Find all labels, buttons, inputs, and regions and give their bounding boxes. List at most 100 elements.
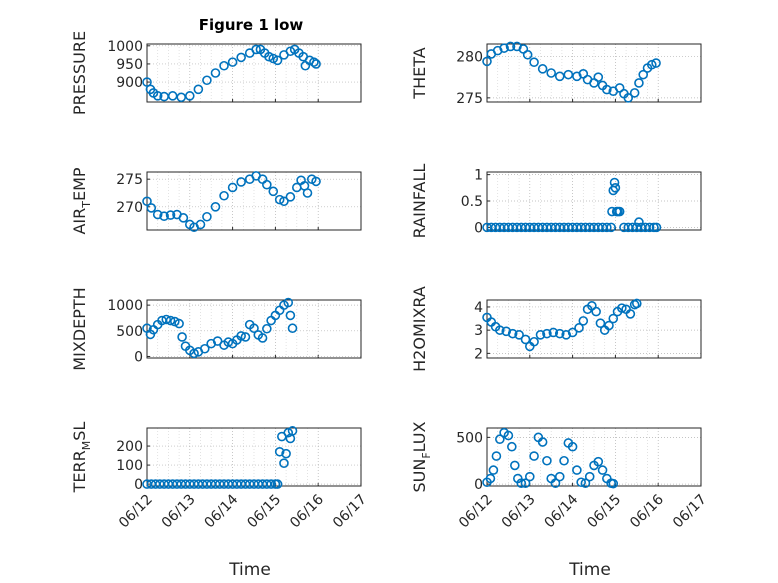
data-point xyxy=(202,75,212,86)
data-point xyxy=(210,68,221,78)
data-point xyxy=(495,325,505,335)
data-point xyxy=(593,456,604,467)
data-point xyxy=(514,329,524,340)
data-point xyxy=(165,315,176,326)
data-point xyxy=(606,222,616,233)
data-point xyxy=(311,59,321,69)
data-point xyxy=(580,478,591,488)
data-point xyxy=(593,72,604,82)
y-tick-label: 500 xyxy=(116,324,143,340)
y-axis-label: AIRTEMP xyxy=(70,167,93,234)
data-point xyxy=(651,58,661,68)
data-point xyxy=(285,46,296,57)
data-point xyxy=(499,43,509,53)
x-axis-label: Time xyxy=(228,560,271,580)
y-tick-label: 1 xyxy=(474,168,483,184)
data-point xyxy=(604,320,614,331)
y-tick-label: 3 xyxy=(474,323,483,339)
data-point xyxy=(646,59,657,70)
data-point xyxy=(236,177,246,187)
data-point xyxy=(591,306,601,317)
axes-background xyxy=(486,171,702,231)
y-axis-label: H2OMIXRA xyxy=(410,286,429,372)
data-point xyxy=(535,329,546,340)
data-point xyxy=(236,52,246,63)
y-tick-label: 275 xyxy=(116,172,143,188)
data-point xyxy=(644,222,655,233)
data-point xyxy=(584,471,595,482)
data-point xyxy=(185,91,195,101)
data-point xyxy=(537,437,548,447)
data-point xyxy=(554,71,565,82)
data-point xyxy=(219,60,229,71)
data-point xyxy=(595,318,606,329)
data-point xyxy=(625,309,636,319)
data-point xyxy=(488,465,499,475)
x-tick-label: 06/12 xyxy=(116,492,156,532)
data-point xyxy=(272,55,283,66)
data-point xyxy=(485,473,496,484)
data-point xyxy=(195,219,206,230)
data-point xyxy=(178,213,189,223)
data-point xyxy=(561,329,571,340)
axes-frame xyxy=(486,171,702,231)
y-tick-label: 200 xyxy=(116,439,143,455)
data-point xyxy=(572,465,582,475)
data-point xyxy=(262,323,272,334)
y-axis-label: RAINFALL xyxy=(410,164,429,239)
data-point xyxy=(597,465,608,475)
data-point xyxy=(193,84,204,95)
x-tick-label: 06/15 xyxy=(244,492,284,532)
data-point xyxy=(520,478,531,488)
data-point xyxy=(189,348,199,359)
data-point xyxy=(651,222,662,233)
y-tick-label: 4 xyxy=(474,300,483,316)
data-point xyxy=(174,318,184,329)
axes-frame xyxy=(486,43,702,103)
y-tick-label: 0 xyxy=(474,477,483,493)
y-tick-label: 900 xyxy=(116,75,143,91)
data-point xyxy=(274,446,285,457)
y-tick-label: 0 xyxy=(134,477,143,493)
data-point xyxy=(542,455,552,466)
data-point xyxy=(608,313,619,324)
data-point xyxy=(542,328,552,339)
data-point xyxy=(268,186,279,197)
data-point xyxy=(548,327,559,338)
data-point xyxy=(311,176,321,187)
data-point xyxy=(567,327,578,338)
subplot-8: 06/12 06/13 06/14 06/15 06/16 06/17 0 500 SUNFLU… xyxy=(410,421,710,580)
data-point xyxy=(546,68,557,78)
subplot-7: 06/12 06/13 06/14 06/15 06/16 06/17 0 100 200 TER… xyxy=(70,422,370,580)
x-axis-label: Time xyxy=(568,560,611,580)
y-tick-label: 950 xyxy=(116,57,143,73)
data-point xyxy=(634,78,644,88)
data-point xyxy=(161,314,172,325)
data-point xyxy=(610,183,621,193)
data-point xyxy=(602,222,612,233)
y-tick-label: 2 xyxy=(474,346,483,362)
axes-frame xyxy=(486,299,702,359)
data-point xyxy=(550,478,561,488)
axes-frame xyxy=(146,299,362,359)
data-point xyxy=(262,179,272,190)
data-point xyxy=(634,217,644,227)
y-tick-label: 275 xyxy=(456,91,483,107)
subplot-4: 0 0.5 1 RAINFALL xyxy=(410,164,702,239)
data-point xyxy=(482,56,492,67)
data-point xyxy=(199,343,210,354)
x-tick-label: 06/15 xyxy=(584,492,624,532)
data-point xyxy=(283,297,294,308)
subplot-5: 0 500 1000 MIXDEPTH xyxy=(70,287,362,371)
data-point xyxy=(142,196,152,207)
data-point xyxy=(251,44,261,55)
data-point xyxy=(236,331,246,341)
y-tick-label: 270 xyxy=(116,200,143,216)
data-point xyxy=(503,430,514,441)
data-point xyxy=(522,49,533,60)
data-point xyxy=(202,211,212,222)
data-point xyxy=(505,41,516,52)
data-point xyxy=(608,478,619,489)
